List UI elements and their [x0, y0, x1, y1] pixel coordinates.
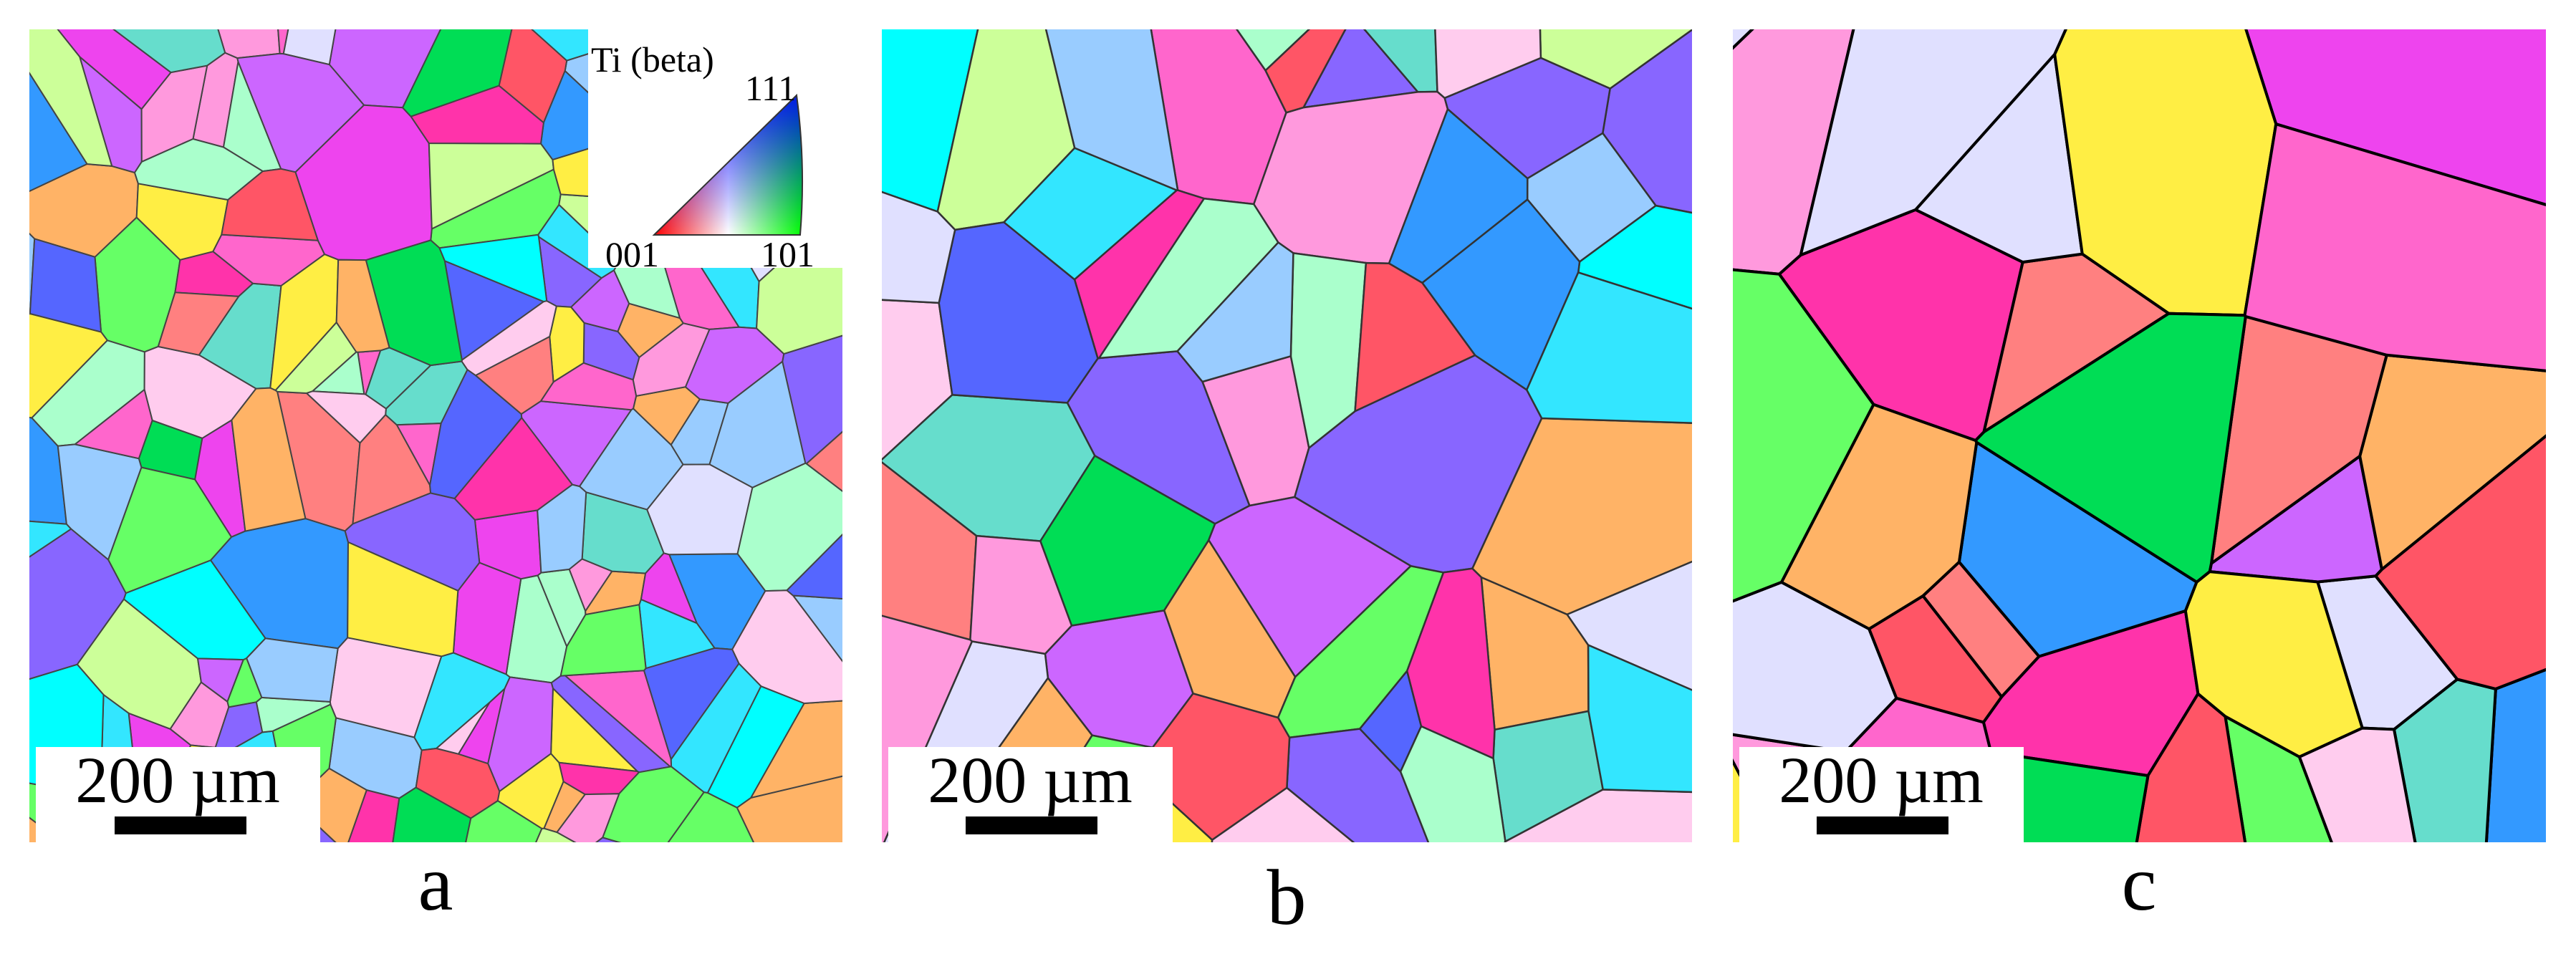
grain: [1236, 29, 1311, 72]
grain: [29, 528, 127, 680]
grain: [1525, 271, 1692, 424]
ipf-legend: Ti (beta) 111 001 101: [588, 29, 842, 274]
grain: [2243, 122, 2546, 372]
scale-bar-line: [966, 816, 1097, 834]
panel-label: c: [2122, 839, 2157, 927]
grain: [365, 347, 432, 410]
grain: [29, 232, 36, 315]
grain: [496, 752, 564, 829]
grain: [646, 463, 754, 556]
grain: [2392, 678, 2497, 842]
grain: [1733, 29, 1754, 50]
grain: [805, 430, 842, 493]
grain: [29, 72, 88, 193]
grain: [1354, 261, 1477, 413]
grain: [969, 534, 1073, 655]
grain: [1289, 251, 1368, 450]
grain-maps: [29, 29, 2546, 842]
grain: [882, 191, 956, 304]
grain: [474, 335, 554, 415]
grain: [1211, 786, 1355, 842]
scale-bar-label: 200 µm: [928, 743, 1133, 816]
panel-label: b: [1267, 854, 1307, 941]
grain: [401, 29, 513, 117]
scale-bar: 200 µm: [36, 743, 320, 842]
grain: [174, 251, 254, 297]
scale-bar-line: [115, 816, 246, 834]
scale-bar-label: 200 µm: [1779, 743, 1984, 816]
grain: [1176, 241, 1294, 383]
scale-bar-line: [1817, 816, 1948, 834]
grain: [413, 652, 511, 751]
grain: [2297, 726, 2417, 842]
grain: [1434, 29, 1542, 100]
scale-bar: 200 µm: [1739, 743, 2024, 842]
grain: [2373, 434, 2546, 690]
grain: [429, 368, 523, 500]
grain: [246, 637, 339, 703]
grain-map: [882, 29, 1692, 842]
grain: [1798, 29, 2067, 258]
grain: [112, 29, 226, 74]
grain: [347, 541, 459, 657]
grain: [410, 85, 544, 145]
grain: [736, 775, 842, 842]
grain: [786, 534, 842, 599]
grain: [196, 657, 245, 703]
grain: [438, 233, 548, 303]
grain: [559, 604, 647, 677]
grain: [73, 388, 153, 460]
grain: [335, 259, 390, 353]
grain: [1405, 567, 1496, 760]
legend-corner: 111: [745, 68, 796, 108]
grain: [277, 29, 289, 55]
panel-label: a: [418, 839, 453, 927]
scale-bar-label: 200 µm: [75, 743, 280, 816]
legend-triangle-overlay: [652, 93, 804, 236]
legend-corner: 101: [761, 234, 814, 274]
grain: [1264, 29, 1347, 114]
grain: [569, 269, 630, 333]
grain: [1207, 496, 1413, 679]
grain: [209, 518, 350, 650]
grain: [305, 390, 387, 444]
scale-bar: 200 µm: [888, 743, 1173, 842]
grain: [29, 238, 102, 333]
grain: [415, 747, 501, 819]
grain: [57, 29, 172, 110]
legend-title: Ti (beta): [591, 39, 714, 80]
grain: [221, 168, 319, 241]
grain: [556, 793, 620, 842]
grain: [157, 292, 240, 356]
grain: [1733, 268, 1875, 603]
grain: [231, 387, 307, 532]
grain: [632, 322, 711, 398]
grain: [749, 700, 842, 799]
grain: [2135, 691, 2247, 842]
legend-corner: 001: [605, 234, 659, 274]
grain-map: [1733, 29, 2546, 842]
grain: [595, 837, 622, 842]
grain: [1044, 29, 1179, 191]
grain: [1587, 643, 1692, 794]
